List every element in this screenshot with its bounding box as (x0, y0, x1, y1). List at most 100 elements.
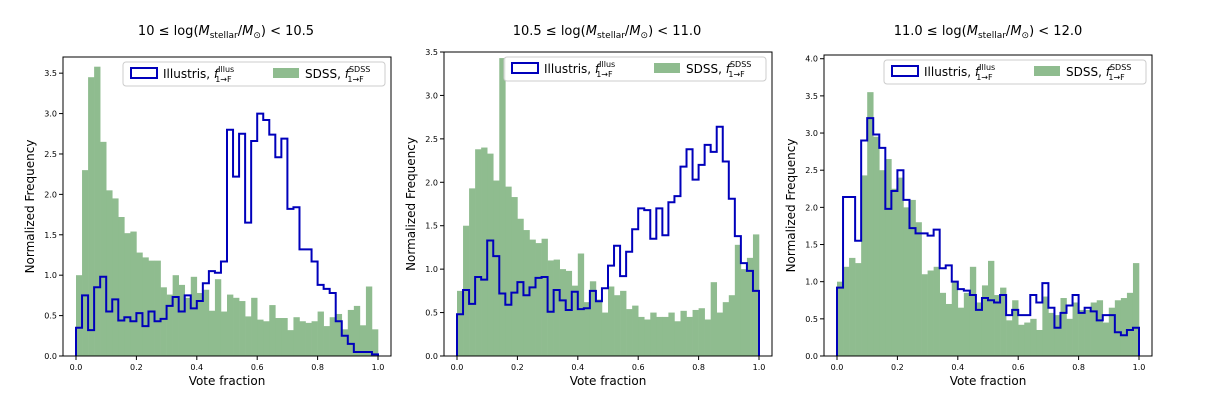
sdss-bar (969, 266, 977, 356)
illustris-step-line (75, 112, 379, 356)
sdss-bar (287, 330, 294, 356)
legend-superscript: Illus (218, 65, 234, 74)
sdss-bar (1102, 322, 1110, 356)
legend: Illustris, fIllus 1→F SDSS, fSDSS 1→F (122, 61, 386, 87)
sdss-bar (867, 92, 874, 356)
sdss-bar (1132, 263, 1140, 356)
sdss-bar (341, 329, 349, 356)
sdss-bar (988, 260, 995, 356)
title-part-sub2: ⊙ (1022, 31, 1030, 41)
sdss-bar (517, 218, 524, 356)
title-part-sub: stellar (597, 31, 625, 41)
title-part-pre: 10 ≤ log( (138, 24, 199, 39)
legend-prefix: Illustris, (163, 67, 214, 81)
sdss-bar (903, 207, 910, 356)
sdss-bar (710, 282, 718, 356)
sdss-bar (1054, 315, 1061, 356)
y-axis-label: Normalized Frequency (404, 137, 418, 271)
x-tick-label: 0.4 (571, 363, 584, 372)
sdss-bar (329, 317, 337, 356)
sdss-bar (553, 259, 560, 356)
x-tick-label: 0.8 (311, 363, 324, 372)
chart-panel-3: 11.0 ≤ log(Mstellar/M⊙) < 12.00.0 0.2 0.4 0… (784, 24, 1153, 388)
title-part-mid: / (1006, 24, 1011, 39)
sdss-bar (855, 263, 862, 356)
sdss-bar (626, 309, 633, 356)
sdss-bar (589, 281, 597, 356)
sdss-bar (317, 311, 324, 356)
sdss-bar (885, 159, 892, 356)
y-tick-label: 1.0 (425, 265, 438, 274)
sdss-bar (293, 317, 300, 356)
sdss-bar (541, 238, 548, 356)
sdss-bar (371, 329, 379, 356)
legend-superscript: SDSS (730, 60, 751, 69)
y-tick-label: 3.0 (805, 129, 818, 138)
x-tick-label: 0.8 (1072, 363, 1085, 372)
sdss-bar (1108, 307, 1116, 356)
x-tick-label: 0.2 (130, 363, 143, 372)
sdss-bar (951, 281, 959, 356)
sdss-bar (239, 301, 246, 356)
sdss-bar (142, 257, 149, 356)
legend-swatch-sdss (273, 68, 299, 78)
sdss-bar (861, 175, 868, 356)
legend-box (883, 59, 1147, 85)
x-tick-label: 0.6 (632, 363, 645, 372)
sdss-bar (957, 307, 965, 356)
y-tick-label: 3.5 (425, 48, 438, 57)
sdss-bar (746, 257, 754, 356)
sdss-bar (559, 269, 567, 356)
sdss-bar (88, 77, 95, 357)
sdss-bar (1006, 320, 1013, 356)
sdss-bar (499, 58, 506, 357)
x-tick-label: 0.2 (891, 363, 904, 372)
sdss-bar (873, 136, 880, 356)
sdss-bar (154, 260, 161, 356)
legend-superscript: SDSS (1110, 63, 1131, 72)
title-part-m: M (967, 24, 978, 39)
sdss-bar (1120, 298, 1128, 356)
chart-title: 10.5 ≤ log(Mstellar/M⊙) < 11.0 (513, 24, 702, 41)
sdss-bar (269, 305, 276, 356)
legend-swatch-sdss (654, 63, 680, 73)
sdss-bar (837, 281, 844, 356)
chart-title: 10 ≤ log(Mstellar/M⊙) < 10.5 (138, 24, 314, 41)
y-tick-label: 0.5 (805, 315, 818, 324)
sdss-bar (323, 326, 330, 356)
y-tick-label: 0.0 (44, 352, 57, 361)
sdss-bar (686, 316, 693, 356)
sdss-bar (620, 290, 627, 356)
sdss-bar (608, 286, 615, 356)
sdss-bar (1018, 324, 1025, 356)
legend-subscript: 1→F (347, 75, 364, 84)
title-part-m: M (586, 24, 597, 39)
sdss-bar (281, 318, 288, 356)
sdss-bar (233, 297, 240, 356)
y-tick-label: 1.0 (44, 271, 57, 280)
sdss-bar (843, 266, 850, 356)
sdss-bar (1012, 300, 1019, 356)
sdss-bar (849, 257, 856, 356)
sdss-bar (981, 285, 989, 356)
sdss-bar (214, 279, 222, 356)
sdss-bar (275, 318, 282, 356)
sdss-bar (547, 260, 554, 356)
y-tick-label: 2.5 (805, 166, 818, 175)
sdss-bar (130, 231, 137, 356)
legend-prefix: SDSS, (305, 67, 345, 81)
sdss-bar (927, 270, 934, 356)
sdss-bar (716, 312, 724, 356)
sdss-bar (190, 276, 198, 356)
legend: Illustris, fIllus 1→F SDSS, fSDSS 1→F (883, 59, 1147, 85)
sdss-bar (335, 313, 343, 356)
title-part-post: ) < 10.5 (261, 24, 314, 39)
sdss-bar (227, 294, 234, 356)
sdss-bar (220, 311, 228, 356)
sdss-bar (1036, 329, 1043, 356)
sdss-bar (939, 292, 947, 356)
y-tick-label: 4.0 (805, 55, 818, 64)
x-tick-label: 1.0 (753, 363, 766, 372)
sdss-bar (245, 316, 252, 356)
sdss-bar (469, 188, 476, 356)
